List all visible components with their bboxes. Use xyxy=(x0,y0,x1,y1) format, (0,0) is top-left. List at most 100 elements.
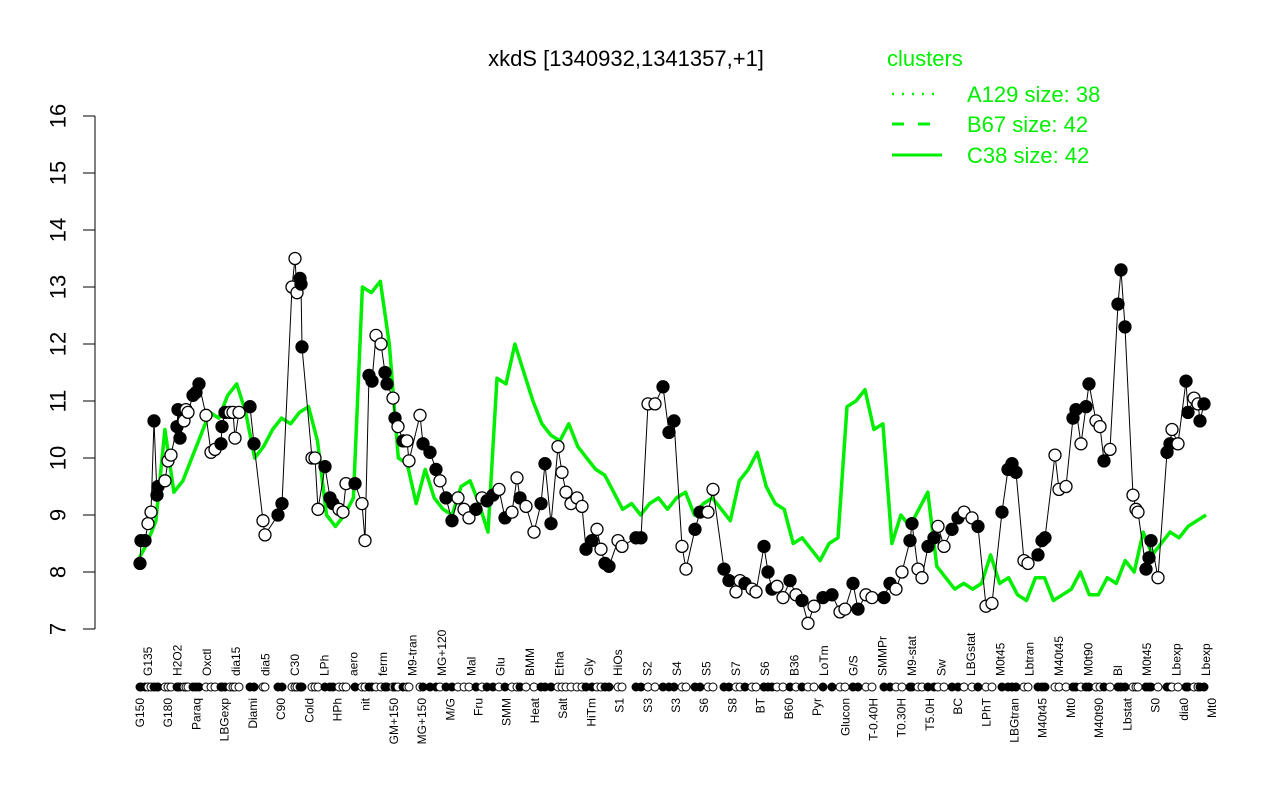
data-point xyxy=(1082,377,1096,391)
x-tick-label: Oxctl xyxy=(200,649,214,676)
condition-marker xyxy=(260,682,270,692)
x-tick-label: Diami xyxy=(246,698,260,729)
data-point xyxy=(615,539,629,554)
x-tick-label: Pyr xyxy=(810,698,824,716)
condition-marker xyxy=(809,682,819,692)
data-point xyxy=(439,491,453,505)
data-point xyxy=(141,516,155,531)
data-point xyxy=(215,419,229,434)
data-point xyxy=(1126,488,1140,502)
x-tick-label: Glucon xyxy=(838,698,852,736)
condition-marker xyxy=(695,682,705,692)
condition-marker xyxy=(897,682,907,692)
x-tick-label: H2O2 xyxy=(170,644,184,676)
data-point xyxy=(971,519,985,534)
condition-marker xyxy=(1011,682,1021,692)
data-point xyxy=(199,408,213,422)
x-tick-label: Cold xyxy=(302,698,316,723)
x-tick-label: Heat xyxy=(528,697,542,723)
condition-marker xyxy=(1133,682,1143,692)
data-point xyxy=(378,365,392,380)
data-point xyxy=(825,588,839,602)
data-point xyxy=(701,505,715,519)
x-tick-label: HiTm xyxy=(584,698,598,727)
x-tick-label: C90 xyxy=(274,698,288,720)
data-point xyxy=(1179,374,1193,388)
condition-marker xyxy=(973,682,983,692)
x-tick-label: HiOs xyxy=(611,649,625,676)
data-point xyxy=(413,408,427,422)
x-tick-label: GM+150 xyxy=(387,698,401,745)
x-tick-label: SMMPr xyxy=(876,636,890,676)
condition-marker xyxy=(681,682,691,692)
data-point xyxy=(648,397,662,411)
data-point xyxy=(318,459,332,474)
x-tick-label: Glu xyxy=(494,657,508,676)
data-point xyxy=(985,596,999,611)
x-tick-label: BT xyxy=(754,697,768,713)
x-tick-label: M40t45 xyxy=(1052,636,1066,676)
data-point xyxy=(228,431,242,445)
data-point xyxy=(527,525,541,539)
data-point xyxy=(311,502,325,516)
x-tick-label: T-0.40H xyxy=(866,698,880,741)
condition-marker xyxy=(1120,682,1130,692)
condition-marker xyxy=(708,682,718,692)
x-tick-label: G180 xyxy=(161,698,175,728)
x-tick-label: G/S xyxy=(846,655,860,676)
data-point xyxy=(915,571,929,585)
legend-entry-a129: A129 size: 38 xyxy=(967,82,1100,107)
data-point xyxy=(1131,505,1145,519)
condition-marker xyxy=(650,682,660,692)
condition-marker xyxy=(827,682,837,692)
y-axis: 7 8 9 10 11 12 13 14 15 16 xyxy=(46,104,96,635)
data-point xyxy=(295,340,309,354)
x-tick-label: Mal xyxy=(464,657,478,676)
y-tick-label: 10 xyxy=(46,446,71,470)
data-point xyxy=(905,516,919,531)
y-tick-label: 13 xyxy=(46,275,71,299)
x-tick-label: aero xyxy=(347,652,361,676)
condition-marker xyxy=(867,682,877,692)
data-point xyxy=(256,514,270,528)
data-point xyxy=(846,576,860,591)
x-tick-label: S6 xyxy=(758,661,772,676)
data-point xyxy=(1103,442,1117,457)
condition-marker xyxy=(1023,682,1033,692)
data-point xyxy=(807,599,821,613)
data-point xyxy=(336,505,350,519)
x-tick-label: S1 xyxy=(613,698,627,713)
data-point xyxy=(391,419,405,434)
data-point xyxy=(1074,437,1088,451)
x-tick-label: T0.30H xyxy=(895,698,909,737)
data-point xyxy=(1197,397,1211,411)
data-point xyxy=(776,590,790,605)
data-point xyxy=(1144,533,1158,548)
data-point xyxy=(445,514,459,528)
data-point xyxy=(275,496,289,511)
data-point xyxy=(288,251,302,266)
x-tick-label: LPhT xyxy=(979,697,993,726)
x-tick-label: Lbstat xyxy=(1120,697,1134,730)
condition-marker xyxy=(1040,682,1050,692)
y-tick-label: 14 xyxy=(46,218,71,242)
data-point xyxy=(348,476,362,491)
x-tick-label: MG+120 xyxy=(435,629,449,676)
data-point xyxy=(927,531,941,545)
x-tick-label: M9-stat xyxy=(905,635,919,676)
x-tick-label: Etha xyxy=(552,651,566,676)
data-point xyxy=(590,522,604,536)
gene-profile-line xyxy=(139,258,1205,626)
x-tick-label: Paraq xyxy=(189,698,203,730)
data-point xyxy=(192,377,206,391)
data-point xyxy=(1093,419,1107,434)
data-point xyxy=(510,471,524,485)
data-point xyxy=(519,499,533,514)
data-point xyxy=(1021,556,1035,571)
x-tick-label: HPh xyxy=(330,698,344,721)
y-tick-label: 11 xyxy=(46,390,71,413)
data-point xyxy=(865,590,879,605)
x-tick-label: Bl xyxy=(1111,665,1125,676)
plot-points xyxy=(133,251,1211,630)
